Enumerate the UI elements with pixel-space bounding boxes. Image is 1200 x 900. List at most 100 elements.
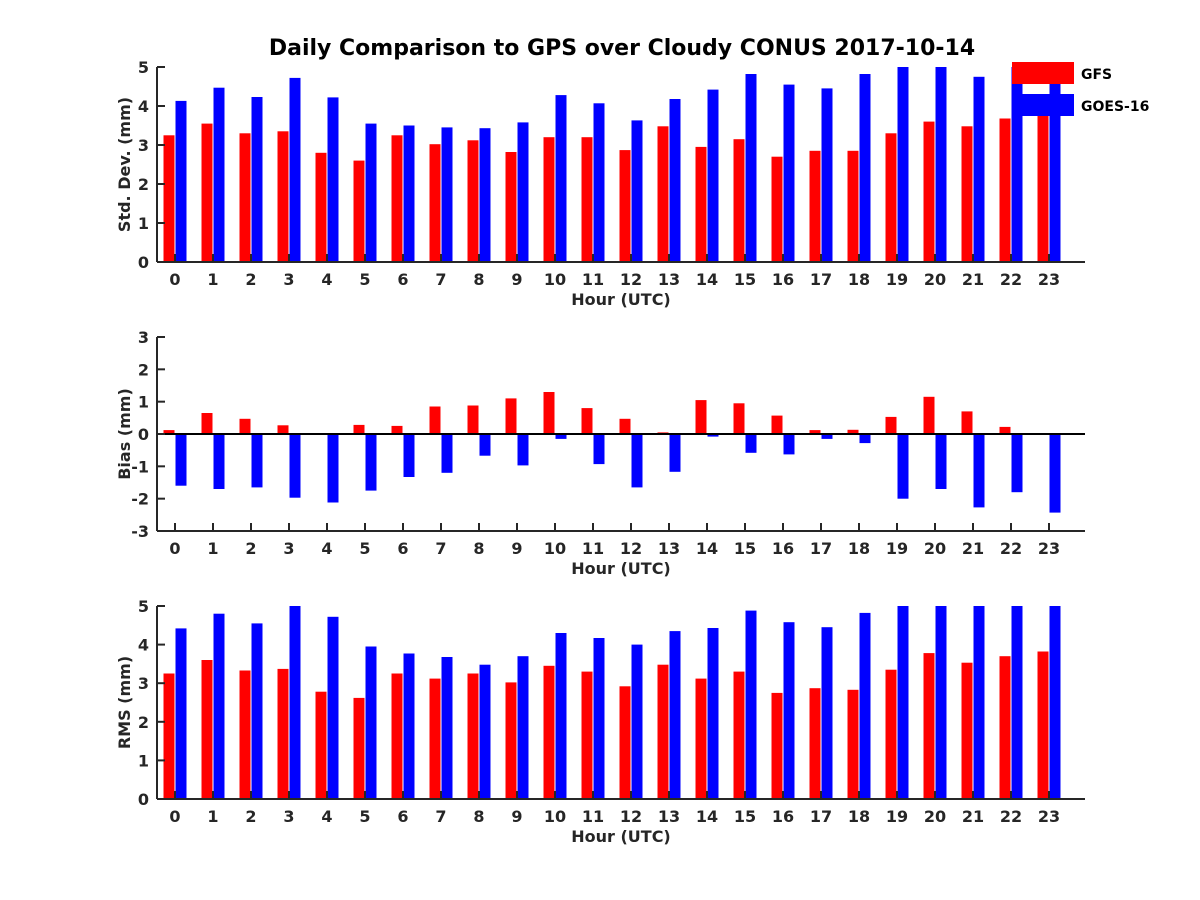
bias-bar-goes16-15 [745, 434, 757, 453]
bias-bar-goes16-8 [479, 434, 491, 456]
rms-xtick-label: 2 [245, 807, 256, 826]
std-dev-xtick-label: 12 [620, 270, 642, 289]
std-dev-bar-gfs-5 [353, 160, 365, 262]
std-dev-bar-goes16-12 [631, 120, 643, 263]
bias-bar-gfs-7 [429, 406, 441, 434]
bias-bar-goes16-10 [555, 434, 567, 439]
bias-bar-goes16-4 [327, 434, 339, 503]
bias-xlabel: Hour (UTC) [571, 559, 671, 578]
rms-bar-gfs-0 [163, 673, 175, 799]
rms-bar-gfs-16 [771, 692, 783, 799]
std-dev-xtick-label: 7 [435, 270, 446, 289]
rms-bar-goes16-18 [859, 612, 871, 799]
bias-bar-goes16-20 [935, 434, 947, 489]
std-dev-bar-gfs-23 [1037, 113, 1049, 262]
rms-bar-gfs-23 [1037, 651, 1049, 799]
bias-ytick-label: 3 [138, 328, 149, 347]
bias-bar-goes16-0 [175, 434, 187, 486]
std-dev-bar-gfs-16 [771, 156, 783, 262]
bias-bar-goes16-13 [669, 434, 681, 472]
bias-xtick-label: 2 [245, 539, 256, 558]
std-dev-bar-goes16-18 [859, 74, 871, 262]
std-dev-bar-gfs-1 [201, 123, 213, 262]
rms-bar-goes16-1 [213, 613, 225, 799]
bias-xtick-label: 8 [473, 539, 484, 558]
std-dev-bar-gfs-22 [999, 118, 1011, 262]
std-dev-bar-goes16-11 [593, 103, 605, 262]
std-dev-bar-goes16-0 [175, 100, 187, 263]
bias-bar-gfs-11 [581, 408, 593, 434]
std-dev-bar-gfs-15 [733, 139, 745, 262]
std-dev-bar-gfs-21 [961, 126, 973, 262]
std-dev-bar-gfs-11 [581, 137, 593, 262]
std-dev-xtick-label: 22 [1000, 270, 1022, 289]
rms-bar-goes16-7 [441, 657, 453, 799]
bias-bar-gfs-9 [505, 398, 517, 434]
rms-xtick-label: 5 [359, 807, 370, 826]
rms-bar-gfs-1 [201, 660, 213, 799]
rms-bar-gfs-7 [429, 678, 441, 799]
bias-bar-goes16-21 [973, 434, 985, 508]
rms-bar-goes16-13 [669, 631, 681, 799]
rms-bar-gfs-19 [885, 669, 897, 799]
legend-swatch-goes16 [1012, 94, 1074, 116]
std-dev-bar-gfs-13 [657, 126, 669, 262]
bias-bar-goes16-23 [1049, 434, 1061, 513]
bias-xtick-label: 19 [886, 539, 908, 558]
rms-bar-gfs-2 [239, 670, 251, 799]
bias-bar-gfs-21 [961, 411, 973, 434]
rms-bar-gfs-10 [543, 665, 555, 799]
bias-bar-gfs-5 [353, 424, 365, 434]
bias-bar-goes16-1 [213, 434, 225, 489]
bias-bar-gfs-22 [999, 426, 1011, 434]
std-dev-bar-gfs-7 [429, 144, 441, 262]
std-dev-xtick-label: 17 [810, 270, 832, 289]
rms-bar-goes16-12 [631, 644, 643, 799]
rms-bar-gfs-18 [847, 689, 859, 799]
std-dev-xtick-label: 5 [359, 270, 370, 289]
rms-xtick-label: 7 [435, 807, 446, 826]
legend-swatch-gfs [1012, 62, 1074, 84]
rms-ytick-label: 4 [138, 636, 149, 655]
legend-label-gfs: GFS [1081, 67, 1112, 83]
std-dev-xtick-label: 23 [1038, 270, 1060, 289]
rms-ytick-label: 0 [138, 790, 149, 809]
std-dev-bar-gfs-2 [239, 133, 251, 262]
bias-ytick-label: 0 [138, 425, 149, 444]
std-dev-ytick-label: 5 [138, 58, 149, 77]
bias-xtick-label: 15 [734, 539, 756, 558]
bias-ytick-label: 1 [138, 393, 149, 412]
rms-bar-gfs-22 [999, 656, 1011, 799]
std-dev-bar-gfs-3 [277, 131, 289, 262]
bias-xtick-label: 1 [207, 539, 218, 558]
std-dev-bar-gfs-9 [505, 152, 517, 262]
bias-xtick-label: 14 [696, 539, 718, 558]
rms-ytick-label: 2 [138, 713, 149, 732]
rms-xtick-label: 23 [1038, 807, 1060, 826]
rms-bar-goes16-8 [479, 664, 491, 799]
std-dev-ytick-label: 1 [138, 214, 149, 233]
std-dev-xlabel: Hour (UTC) [571, 290, 671, 309]
std-dev-xtick-label: 9 [511, 270, 522, 289]
rms-bar-gfs-12 [619, 686, 631, 799]
bias-xtick-label: 12 [620, 539, 642, 558]
bias-ytick-label: -1 [131, 457, 149, 476]
std-dev-bar-gfs-4 [315, 152, 327, 262]
std-dev-bar-gfs-19 [885, 133, 897, 262]
std-dev-xtick-label: 8 [473, 270, 484, 289]
rms-bar-gfs-11 [581, 671, 593, 799]
bias-bar-gfs-16 [771, 415, 783, 434]
std-dev-ytick-label: 2 [138, 175, 149, 194]
bias-bar-gfs-1 [201, 413, 213, 434]
bias-bar-gfs-20 [923, 396, 935, 434]
rms-bar-goes16-3 [289, 606, 301, 799]
bias-xtick-label: 23 [1038, 539, 1060, 558]
std-dev-xtick-label: 0 [169, 270, 180, 289]
bias-bar-gfs-12 [619, 418, 631, 434]
bias-xtick-label: 17 [810, 539, 832, 558]
std-dev-bar-goes16-10 [555, 95, 567, 262]
rms-xtick-label: 19 [886, 807, 908, 826]
rms-bar-goes16-11 [593, 638, 605, 799]
bias-xtick-label: 21 [962, 539, 984, 558]
rms-xtick-label: 16 [772, 807, 794, 826]
